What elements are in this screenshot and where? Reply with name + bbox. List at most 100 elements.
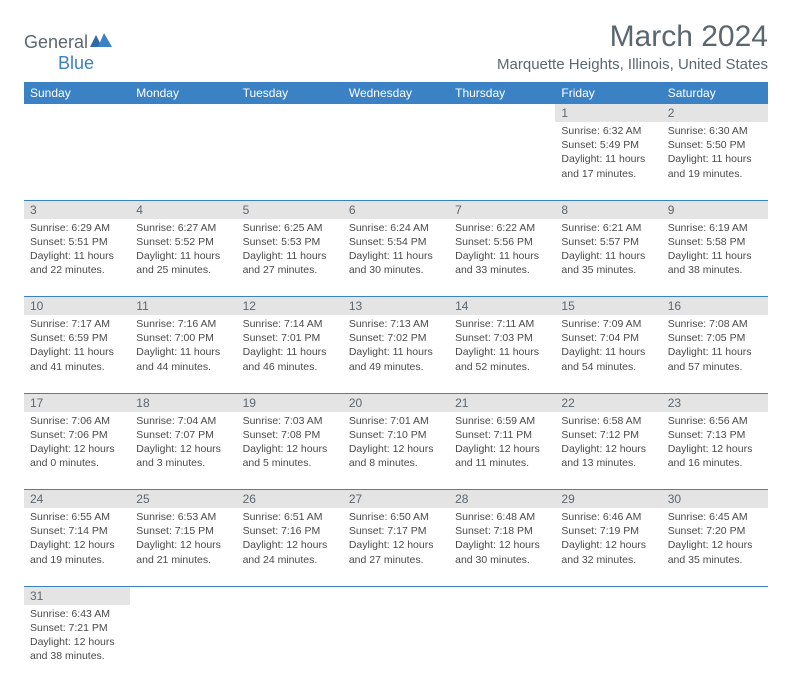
day-detail-cell xyxy=(449,605,555,683)
daylight-text: Daylight: 12 hours and 13 minutes. xyxy=(561,442,655,470)
day-number-cell: 25 xyxy=(130,490,236,509)
sunrise-text: Sunrise: 6:19 AM xyxy=(668,221,762,235)
day-header: Monday xyxy=(130,82,236,104)
daylight-text: Daylight: 11 hours and 49 minutes. xyxy=(349,345,443,373)
daylight-text: Daylight: 12 hours and 19 minutes. xyxy=(30,538,124,566)
day-number-cell xyxy=(449,104,555,122)
day-detail-cell: Sunrise: 6:32 AMSunset: 5:49 PMDaylight:… xyxy=(555,122,661,200)
day-number-cell xyxy=(449,586,555,605)
daylight-text: Daylight: 12 hours and 24 minutes. xyxy=(243,538,337,566)
sunset-text: Sunset: 7:20 PM xyxy=(668,524,762,538)
sunset-text: Sunset: 7:13 PM xyxy=(668,428,762,442)
day-number-cell: 4 xyxy=(130,200,236,219)
sunset-text: Sunset: 5:57 PM xyxy=(561,235,655,249)
sunset-text: Sunset: 5:54 PM xyxy=(349,235,443,249)
day-detail-cell: Sunrise: 6:46 AMSunset: 7:19 PMDaylight:… xyxy=(555,508,661,586)
sunrise-text: Sunrise: 6:21 AM xyxy=(561,221,655,235)
sunset-text: Sunset: 7:02 PM xyxy=(349,331,443,345)
logo-text-general: General xyxy=(24,32,88,53)
day-detail-cell xyxy=(343,122,449,200)
sunset-text: Sunset: 5:53 PM xyxy=(243,235,337,249)
sunrise-text: Sunrise: 7:17 AM xyxy=(30,317,124,331)
sunset-text: Sunset: 5:52 PM xyxy=(136,235,230,249)
sunset-text: Sunset: 7:11 PM xyxy=(455,428,549,442)
daylight-text: Daylight: 11 hours and 44 minutes. xyxy=(136,345,230,373)
sunrise-text: Sunrise: 7:11 AM xyxy=(455,317,549,331)
day-number-cell xyxy=(343,104,449,122)
sunset-text: Sunset: 5:51 PM xyxy=(30,235,124,249)
day-detail-cell: Sunrise: 6:24 AMSunset: 5:54 PMDaylight:… xyxy=(343,219,449,297)
sunrise-text: Sunrise: 6:29 AM xyxy=(30,221,124,235)
day-detail-cell: Sunrise: 7:09 AMSunset: 7:04 PMDaylight:… xyxy=(555,315,661,393)
sunrise-text: Sunrise: 7:04 AM xyxy=(136,414,230,428)
day-detail-cell: Sunrise: 7:03 AMSunset: 7:08 PMDaylight:… xyxy=(237,412,343,490)
day-detail-cell: Sunrise: 6:51 AMSunset: 7:16 PMDaylight:… xyxy=(237,508,343,586)
daylight-text: Daylight: 12 hours and 27 minutes. xyxy=(349,538,443,566)
day-number-cell xyxy=(130,586,236,605)
sunset-text: Sunset: 7:06 PM xyxy=(30,428,124,442)
day-number-cell: 16 xyxy=(662,297,768,316)
sunset-text: Sunset: 5:50 PM xyxy=(668,138,762,152)
logo: General xyxy=(24,32,112,53)
day-detail-cell: Sunrise: 7:14 AMSunset: 7:01 PMDaylight:… xyxy=(237,315,343,393)
day-header: Friday xyxy=(555,82,661,104)
sunset-text: Sunset: 5:56 PM xyxy=(455,235,549,249)
day-detail-cell: Sunrise: 7:08 AMSunset: 7:05 PMDaylight:… xyxy=(662,315,768,393)
day-number-cell: 19 xyxy=(237,393,343,412)
sunrise-text: Sunrise: 6:53 AM xyxy=(136,510,230,524)
day-number-cell: 14 xyxy=(449,297,555,316)
day-header: Sunday xyxy=(24,82,130,104)
day-number-cell xyxy=(24,104,130,122)
sunrise-text: Sunrise: 7:03 AM xyxy=(243,414,337,428)
day-detail-cell: Sunrise: 6:30 AMSunset: 5:50 PMDaylight:… xyxy=(662,122,768,200)
day-number-cell: 3 xyxy=(24,200,130,219)
daylight-text: Daylight: 12 hours and 3 minutes. xyxy=(136,442,230,470)
daylight-text: Daylight: 12 hours and 30 minutes. xyxy=(455,538,549,566)
title-month: March 2024 xyxy=(497,20,768,54)
sunrise-text: Sunrise: 6:43 AM xyxy=(30,607,124,621)
daylight-text: Daylight: 12 hours and 0 minutes. xyxy=(30,442,124,470)
day-number-cell xyxy=(237,104,343,122)
sunset-text: Sunset: 7:14 PM xyxy=(30,524,124,538)
sunset-text: Sunset: 7:05 PM xyxy=(668,331,762,345)
day-detail-cell: Sunrise: 6:29 AMSunset: 5:51 PMDaylight:… xyxy=(24,219,130,297)
day-detail-cell: Sunrise: 7:06 AMSunset: 7:06 PMDaylight:… xyxy=(24,412,130,490)
sunrise-text: Sunrise: 7:08 AM xyxy=(668,317,762,331)
day-detail-cell xyxy=(130,605,236,683)
sunrise-text: Sunrise: 6:48 AM xyxy=(455,510,549,524)
day-header: Tuesday xyxy=(237,82,343,104)
sunset-text: Sunset: 7:01 PM xyxy=(243,331,337,345)
day-detail-cell: Sunrise: 6:56 AMSunset: 7:13 PMDaylight:… xyxy=(662,412,768,490)
day-detail-cell: Sunrise: 6:48 AMSunset: 7:18 PMDaylight:… xyxy=(449,508,555,586)
day-detail-cell xyxy=(555,605,661,683)
sunset-text: Sunset: 7:08 PM xyxy=(243,428,337,442)
day-detail-cell xyxy=(449,122,555,200)
day-number-cell: 2 xyxy=(662,104,768,122)
sunrise-text: Sunrise: 6:55 AM xyxy=(30,510,124,524)
day-number-cell: 6 xyxy=(343,200,449,219)
day-number-cell: 28 xyxy=(449,490,555,509)
day-detail-cell: Sunrise: 6:50 AMSunset: 7:17 PMDaylight:… xyxy=(343,508,449,586)
day-detail-cell: Sunrise: 6:25 AMSunset: 5:53 PMDaylight:… xyxy=(237,219,343,297)
sunset-text: Sunset: 7:15 PM xyxy=(136,524,230,538)
day-number-cell xyxy=(237,586,343,605)
day-number-cell: 17 xyxy=(24,393,130,412)
sunset-text: Sunset: 7:00 PM xyxy=(136,331,230,345)
day-detail-cell: Sunrise: 6:45 AMSunset: 7:20 PMDaylight:… xyxy=(662,508,768,586)
sunrise-text: Sunrise: 6:30 AM xyxy=(668,124,762,138)
daylight-text: Daylight: 12 hours and 21 minutes. xyxy=(136,538,230,566)
sunset-text: Sunset: 5:58 PM xyxy=(668,235,762,249)
day-header: Saturday xyxy=(662,82,768,104)
sunrise-text: Sunrise: 7:14 AM xyxy=(243,317,337,331)
sunset-text: Sunset: 7:17 PM xyxy=(349,524,443,538)
day-number-cell: 1 xyxy=(555,104,661,122)
daylight-text: Daylight: 12 hours and 11 minutes. xyxy=(455,442,549,470)
day-detail-cell: Sunrise: 7:04 AMSunset: 7:07 PMDaylight:… xyxy=(130,412,236,490)
sunset-text: Sunset: 7:18 PM xyxy=(455,524,549,538)
day-detail-cell: Sunrise: 7:17 AMSunset: 6:59 PMDaylight:… xyxy=(24,315,130,393)
sunset-text: Sunset: 7:10 PM xyxy=(349,428,443,442)
calendar-header-row: SundayMondayTuesdayWednesdayThursdayFrid… xyxy=(24,82,768,104)
day-number-cell: 29 xyxy=(555,490,661,509)
day-detail-cell xyxy=(343,605,449,683)
day-detail-cell xyxy=(130,122,236,200)
